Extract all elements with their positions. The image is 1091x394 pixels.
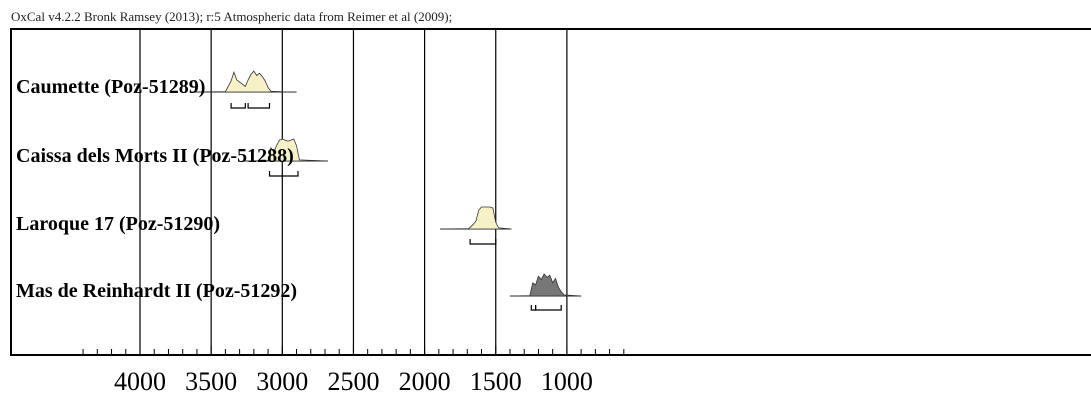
hpd-bracket <box>535 305 562 311</box>
tick-label-2000: 2000 <box>399 367 451 394</box>
tick-label-4000: 4000 <box>114 367 166 394</box>
distribution-area <box>189 70 297 93</box>
hpd-bracket <box>268 171 299 177</box>
plot-frame <box>10 28 1091 356</box>
sample-label: Caissa dels Morts II (Poz-51288) <box>16 145 294 167</box>
distribution-area <box>440 206 512 230</box>
sample-labels: Caumette (Poz-51289) Caissa dels Morts II… <box>16 76 297 302</box>
x-axis: 4000 3500 3000 2500 2000 1500 1000 <box>82 346 625 394</box>
hpd-bracket <box>247 103 271 109</box>
tick-label-1500: 1500 <box>470 367 522 394</box>
sample-label: Mas de Reinhardt II (Poz-51292) <box>16 280 297 302</box>
tick-label-3000: 3000 <box>256 367 308 394</box>
tick-label-2500: 2500 <box>327 367 379 394</box>
hpd-bracket <box>230 103 246 109</box>
grid-lines <box>139 29 568 355</box>
sample-label: Laroque 17 (Poz-51290) <box>16 213 220 235</box>
series-1 <box>189 70 297 109</box>
distribution-area <box>242 138 328 162</box>
series-3 <box>440 206 512 245</box>
sample-label: Caumette (Poz-51289) <box>16 76 205 98</box>
distribution-area <box>509 273 582 297</box>
hpd-bracket <box>469 239 497 245</box>
series-2 <box>242 138 328 177</box>
hpd-bracket <box>530 305 537 311</box>
tick-label-1000: 1000 <box>541 367 593 394</box>
tick-label-3500: 3500 <box>185 367 237 394</box>
header-text: OxCal v4.2.2 Bronk Ramsey (2013); r:5 At… <box>11 9 452 24</box>
series-4 <box>509 273 582 311</box>
distributions <box>189 70 582 311</box>
